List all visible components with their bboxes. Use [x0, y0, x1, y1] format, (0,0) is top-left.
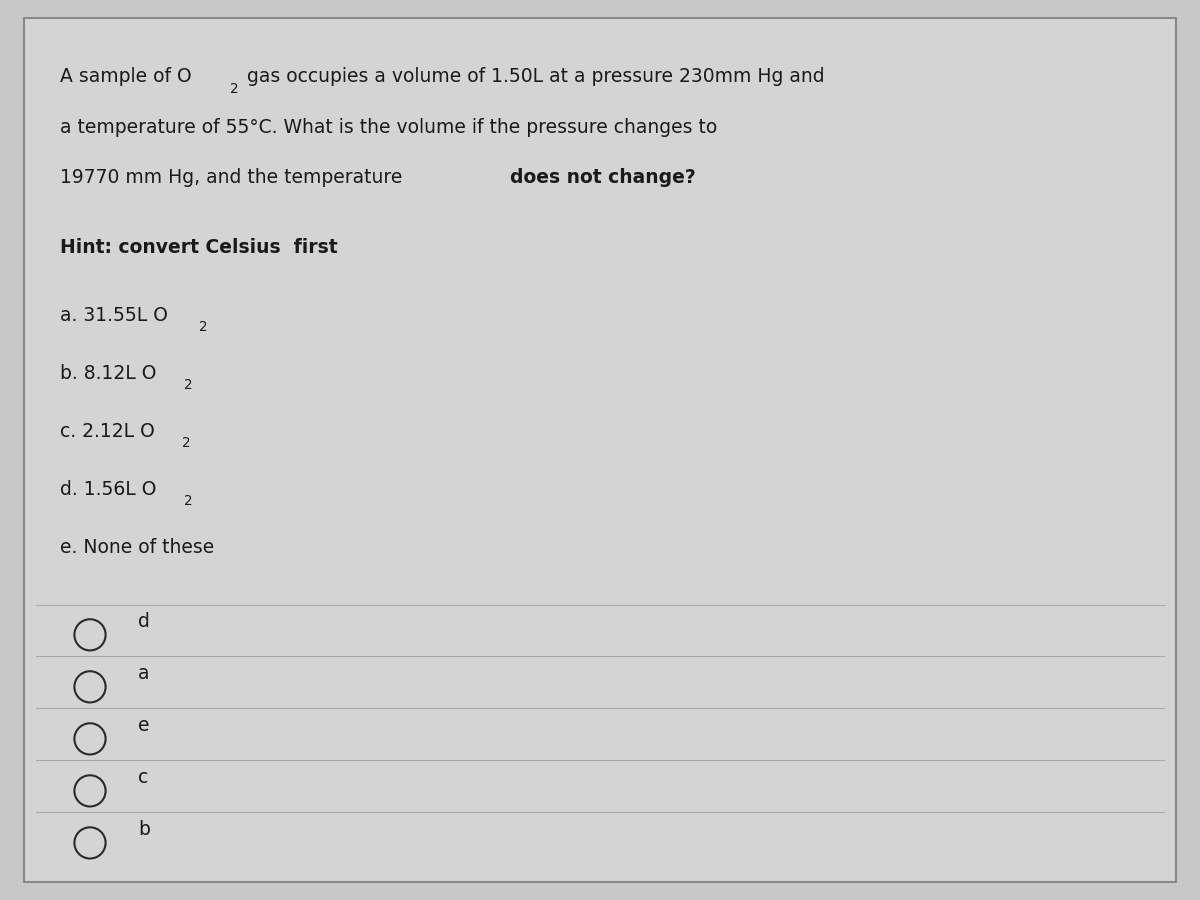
Text: 2: 2 [185, 378, 193, 392]
Text: b. 8.12L O: b. 8.12L O [60, 364, 156, 382]
Text: 2: 2 [185, 378, 193, 392]
Text: e: e [138, 716, 150, 734]
Text: e. None of these: e. None of these [60, 538, 215, 557]
Text: b: b [138, 820, 150, 839]
Text: gas occupies a volume of 1.50L at a pressure 230mm Hg and: gas occupies a volume of 1.50L at a pres… [241, 68, 824, 86]
Text: d. 1.56L O: d. 1.56L O [60, 480, 156, 499]
Text: c. 2.12L O: c. 2.12L O [60, 422, 155, 441]
Text: 19770 mm Hg, and the temperature: 19770 mm Hg, and the temperature [60, 168, 408, 187]
Text: 2: 2 [185, 494, 193, 508]
Text: A sample of O: A sample of O [60, 68, 192, 86]
Text: 2: 2 [230, 82, 239, 96]
Text: c: c [138, 768, 149, 787]
Text: 2: 2 [199, 320, 208, 334]
Text: c. 2.12L O: c. 2.12L O [60, 422, 155, 441]
Text: d. 1.56L O: d. 1.56L O [60, 480, 156, 499]
Text: 2: 2 [182, 436, 191, 450]
Text: a. 31.55L O: a. 31.55L O [60, 306, 168, 325]
Text: d: d [138, 612, 150, 631]
Text: a. 31.55L O: a. 31.55L O [60, 306, 168, 325]
Text: does not change?: does not change? [510, 168, 695, 187]
FancyBboxPatch shape [24, 18, 1176, 882]
Text: 2: 2 [199, 320, 208, 334]
Text: A sample of O: A sample of O [60, 68, 192, 86]
Text: e. None of these: e. None of these [60, 538, 215, 557]
Text: Hint: convert Celsius  first: Hint: convert Celsius first [60, 238, 337, 257]
Text: a temperature of 55°C. What is the volume if the pressure changes to: a temperature of 55°C. What is the volum… [60, 118, 718, 137]
Text: 2: 2 [230, 82, 239, 96]
Text: 19770 mm Hg, and the temperature: 19770 mm Hg, and the temperature [60, 168, 408, 187]
Text: 2: 2 [185, 494, 193, 508]
Text: 2: 2 [182, 436, 191, 450]
Text: a: a [138, 663, 150, 682]
Text: b. 8.12L O: b. 8.12L O [60, 364, 156, 382]
